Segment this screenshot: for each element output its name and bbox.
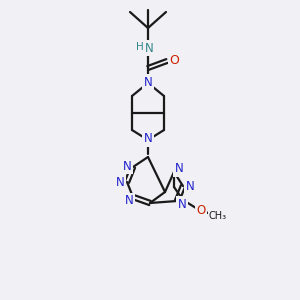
Text: H: H [136, 42, 144, 52]
Text: N: N [144, 133, 152, 146]
Text: N: N [124, 194, 134, 208]
Text: O: O [169, 53, 179, 67]
Text: N: N [145, 41, 153, 55]
Text: N: N [116, 176, 124, 188]
Text: N: N [175, 163, 183, 176]
Text: CH₃: CH₃ [209, 211, 227, 221]
Text: N: N [123, 160, 131, 172]
Text: O: O [196, 203, 206, 217]
Text: N: N [178, 197, 186, 211]
Text: N: N [186, 179, 194, 193]
Text: N: N [144, 76, 152, 88]
